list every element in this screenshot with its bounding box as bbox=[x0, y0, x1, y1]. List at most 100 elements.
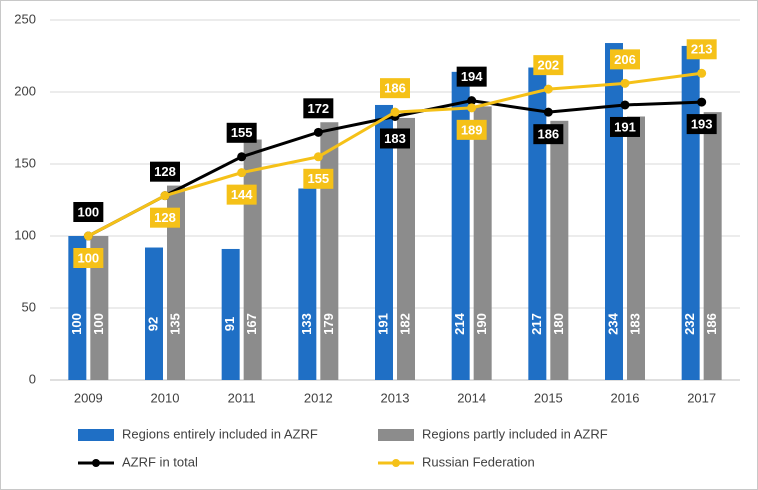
bar-value-label: 91 bbox=[222, 317, 237, 331]
line-label-box bbox=[380, 78, 410, 99]
bar bbox=[375, 104, 393, 381]
line-label-box bbox=[303, 98, 334, 119]
bar bbox=[320, 122, 339, 381]
line-value-label: 213 bbox=[691, 42, 713, 57]
x-tick-label: 2011 bbox=[228, 390, 256, 405]
x-tick-label: 2015 bbox=[534, 390, 563, 405]
bar-value-label: 180 bbox=[551, 313, 566, 335]
x-tick-label: 2017 bbox=[687, 390, 716, 405]
y-tick-label: 100 bbox=[14, 227, 36, 242]
line-label-box bbox=[686, 114, 717, 135]
line-value-label: 193 bbox=[691, 117, 713, 132]
line-point bbox=[467, 103, 477, 113]
legend-label: Regions partly included in AZRF bbox=[422, 426, 608, 441]
line-value-label: 183 bbox=[384, 131, 406, 146]
line-point bbox=[237, 152, 247, 162]
x-tick-label: 2016 bbox=[611, 390, 640, 405]
line-value-label: 100 bbox=[77, 250, 99, 265]
bar-value-label: 214 bbox=[452, 312, 467, 334]
bar bbox=[703, 112, 722, 380]
line-point bbox=[620, 78, 630, 88]
line-value-label: 155 bbox=[231, 125, 253, 140]
line-label-box bbox=[303, 168, 334, 189]
line-point bbox=[697, 97, 707, 107]
bar-value-label: 92 bbox=[145, 317, 160, 331]
x-tick-label: 2010 bbox=[151, 390, 180, 405]
line-value-label: 186 bbox=[537, 127, 559, 142]
x-tick-label: 2014 bbox=[457, 390, 486, 405]
bar bbox=[298, 188, 317, 380]
y-tick-label: 200 bbox=[14, 83, 36, 98]
line-value-label: 128 bbox=[154, 164, 176, 179]
bar bbox=[90, 236, 109, 380]
legend-swatch bbox=[78, 429, 114, 441]
bar-value-label: 183 bbox=[627, 313, 642, 335]
legend-label: Russian Federation bbox=[422, 454, 535, 469]
line-label-box bbox=[686, 39, 717, 60]
line-value-label: 144 bbox=[231, 187, 253, 202]
legend-label: Regions entirely included in AZRF bbox=[122, 426, 318, 441]
bar-value-label: 191 bbox=[375, 313, 390, 335]
line-point bbox=[543, 107, 553, 117]
line-point bbox=[390, 107, 400, 117]
legend-swatch bbox=[378, 429, 414, 441]
y-tick-label: 50 bbox=[22, 299, 36, 314]
line-label-box bbox=[226, 122, 257, 143]
x-tick-label: 2009 bbox=[74, 390, 103, 405]
bar-value-label: 133 bbox=[299, 313, 314, 335]
line-value-label: 206 bbox=[614, 52, 636, 67]
line-value-label: 189 bbox=[461, 122, 483, 137]
y-tick-label: 250 bbox=[14, 11, 36, 26]
bar bbox=[550, 120, 569, 381]
line-value-label: 202 bbox=[537, 58, 559, 73]
line-label-box bbox=[533, 55, 564, 76]
line-point bbox=[697, 68, 707, 78]
y-tick-label: 0 bbox=[29, 371, 36, 386]
bar bbox=[243, 139, 262, 380]
line-label-box bbox=[533, 124, 564, 145]
bar-value-label: 167 bbox=[244, 313, 259, 335]
bar-value-label: 234 bbox=[605, 312, 620, 334]
bar bbox=[397, 117, 415, 381]
line-value-label: 194 bbox=[461, 69, 483, 84]
bar-value-label: 182 bbox=[397, 313, 412, 335]
line-label-box bbox=[150, 161, 180, 182]
bar bbox=[473, 106, 492, 381]
bar-value-label: 100 bbox=[91, 313, 106, 335]
line-value-label: 186 bbox=[384, 81, 406, 96]
line-point bbox=[313, 152, 323, 162]
line-value-label: 100 bbox=[77, 204, 99, 219]
bar-value-label: 100 bbox=[69, 313, 84, 335]
bar bbox=[528, 67, 547, 381]
legend-swatch bbox=[92, 459, 100, 467]
line-point bbox=[83, 231, 93, 241]
line-label-box bbox=[456, 119, 487, 140]
line-label-box bbox=[610, 49, 640, 70]
line-label-box bbox=[380, 128, 410, 149]
y-tick-label: 150 bbox=[14, 155, 36, 170]
bar bbox=[221, 248, 240, 380]
line-value-label: 191 bbox=[614, 119, 636, 134]
line-label-box bbox=[610, 116, 640, 137]
line-point bbox=[543, 84, 553, 94]
line-point bbox=[313, 127, 323, 137]
line-point bbox=[620, 100, 630, 110]
line-value-label: 128 bbox=[154, 210, 176, 225]
bar-value-label: 179 bbox=[321, 313, 336, 335]
bar bbox=[68, 236, 87, 380]
line-value-label: 155 bbox=[307, 171, 329, 186]
line-value-label: 172 bbox=[307, 101, 329, 116]
line-point bbox=[237, 168, 247, 178]
bar bbox=[167, 185, 185, 380]
bar-value-label: 135 bbox=[167, 313, 182, 335]
bar bbox=[627, 116, 645, 380]
x-tick-label: 2013 bbox=[381, 390, 410, 405]
legend-label: AZRF in total bbox=[122, 454, 198, 469]
line-point bbox=[467, 96, 477, 106]
bar-value-label: 186 bbox=[704, 313, 719, 335]
legend-swatch bbox=[392, 459, 400, 467]
line-label-box bbox=[226, 184, 257, 205]
bar-value-label: 217 bbox=[529, 313, 544, 335]
x-tick-label: 2012 bbox=[304, 390, 333, 405]
line-label-box bbox=[73, 248, 104, 268]
